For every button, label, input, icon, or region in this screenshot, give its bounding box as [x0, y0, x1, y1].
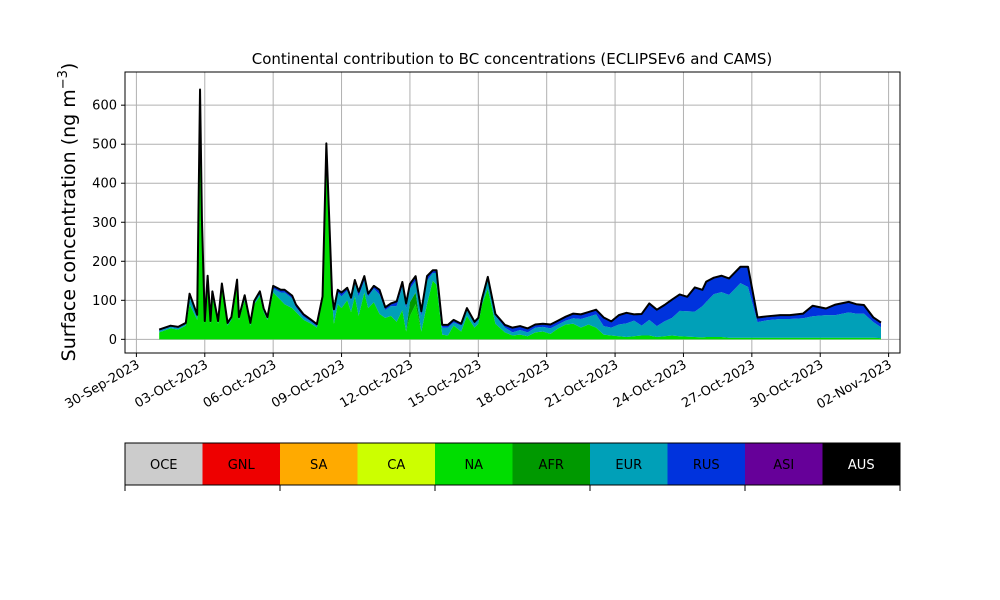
y-axis-ticks: 0 100 200 300 400 500 600	[92, 99, 125, 348]
legend-swatch-oce	[125, 443, 203, 485]
legend-swatch-sa	[280, 443, 358, 485]
legend-swatch-eur	[590, 443, 668, 485]
area-eur	[159, 93, 881, 339]
chart-title: Continental contribution to BC concentra…	[252, 50, 773, 68]
legend-swatch-asi	[745, 443, 823, 485]
area-asi	[159, 89, 881, 330]
legend-swatch-aus	[822, 443, 900, 485]
y-tick-label: 200	[92, 255, 117, 270]
y-axis-label: Surface concentration (ng m−3)	[56, 63, 80, 362]
y-tick-label: 400	[92, 177, 117, 192]
legend-label-aus: AUS	[848, 458, 875, 473]
legend-label-na: NA	[464, 458, 483, 473]
y-tick-label: 100	[92, 294, 117, 309]
x-axis-ticks: 30-Sep-202303-Oct-202306-Oct-202309-Oct-…	[63, 353, 895, 412]
legend-label-afr: AFR	[539, 458, 564, 473]
legend-label-oce: OCE	[150, 458, 178, 473]
x-tick-label: 27-Oct-2023	[679, 357, 757, 411]
x-tick-label: 12-Oct-2023	[338, 357, 416, 411]
legend-frame	[124, 442, 901, 486]
x-tick-label: 24-Oct-2023	[611, 357, 689, 411]
x-tick-label: 02-Nov-2023	[814, 357, 894, 412]
y-tick-label: 300	[92, 216, 117, 231]
x-tick-label: 06-Oct-2023	[201, 357, 279, 411]
y-tick-label: 600	[92, 99, 117, 114]
x-tick-label: 21-Oct-2023	[543, 357, 621, 411]
stacked-areas	[159, 89, 881, 340]
plot-frame	[124, 71, 901, 354]
grid-lines	[125, 72, 900, 353]
legend-label-rus: RUS	[693, 458, 720, 473]
y-tick-label: 500	[92, 138, 117, 153]
area-afr	[159, 109, 881, 339]
legend-swatch-na	[435, 443, 513, 485]
x-tick-label: 30-Sep-2023	[63, 357, 143, 412]
x-tick-label: 30-Oct-2023	[748, 357, 826, 411]
legend-swatch-rus	[667, 443, 745, 485]
legend-swatch-ca	[357, 443, 435, 485]
area-rus	[159, 91, 881, 333]
y-tick-label: 0	[109, 333, 117, 348]
legend-label-ca: CA	[387, 458, 405, 473]
x-tick-label: 03-Oct-2023	[132, 357, 210, 411]
legend-label-gnl: GNL	[228, 458, 256, 473]
legend-label-eur: EUR	[615, 458, 642, 473]
legend-swatch-afr	[512, 443, 590, 485]
legend-colorbar: OCE GNL SA CA NA AFR EUR RUS ASI AUS	[124, 442, 901, 491]
legend-label-sa: SA	[310, 458, 327, 473]
legend-label-asi: ASI	[773, 458, 794, 473]
x-tick-label: 18-Oct-2023	[474, 357, 552, 411]
total-outline	[158, 88, 882, 331]
area-na	[159, 109, 881, 340]
x-tick-label: 09-Oct-2023	[269, 357, 347, 411]
y-axis-label-superscript: −3	[56, 70, 71, 89]
y-axis-label-text: Surface concentration (ng m	[58, 89, 80, 361]
legend-swatch-gnl	[202, 443, 280, 485]
y-axis-label-close: )	[58, 63, 80, 70]
x-tick-label: 15-Oct-2023	[406, 357, 484, 411]
